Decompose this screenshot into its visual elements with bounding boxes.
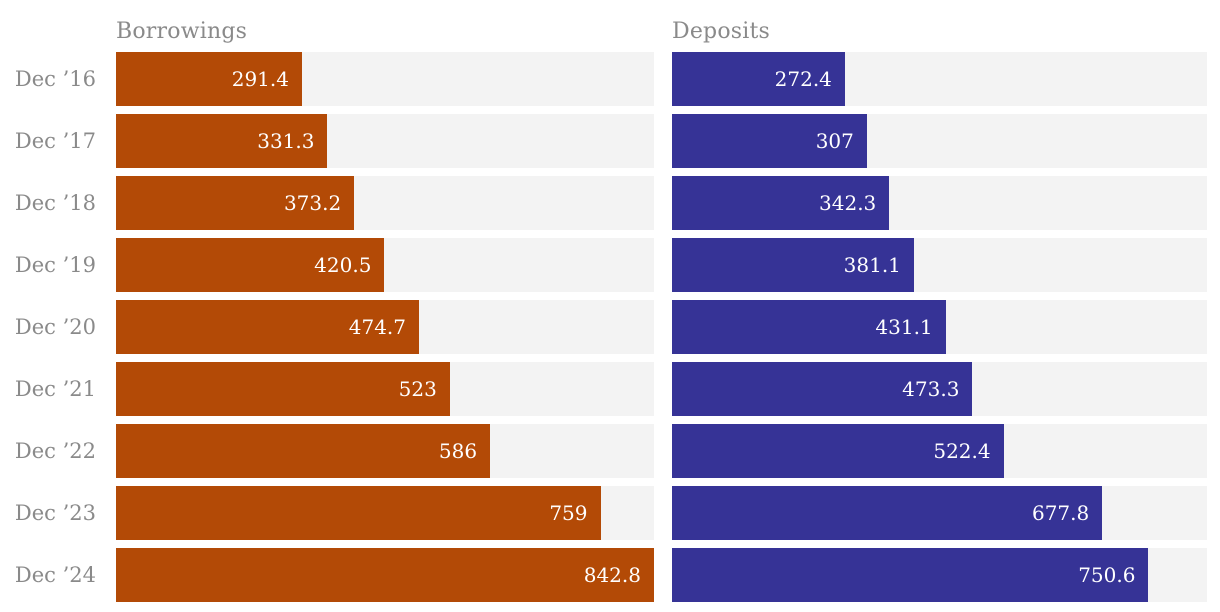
category-label: Dec ’18 (14, 191, 96, 215)
borrowings-bar: 523 (116, 362, 450, 416)
bar-value-label: 420.5 (314, 253, 372, 277)
bar-value-label: 586 (438, 439, 478, 463)
deposits-bar-track: 522.4 (672, 424, 1207, 478)
deposits-bar-track: 342.3 (672, 176, 1207, 230)
bar-value-label: 381.1 (843, 253, 901, 277)
bar-value-label: 750.6 (1078, 563, 1136, 587)
bar-value-label: 473.3 (902, 377, 960, 401)
deposits-bar-track: 307 (672, 114, 1207, 168)
chart-row: Dec ’17 331.3 307 (0, 114, 1220, 168)
chart-row: Dec ’22 586 522.4 (0, 424, 1220, 478)
bar-value-label: 522.4 (933, 439, 991, 463)
deposits-bar-track: 431.1 (672, 300, 1207, 354)
borrowings-bar: 842.8 (116, 548, 654, 602)
chart-row: Dec ’16 291.4 272.4 (0, 52, 1220, 106)
borrowings-bar-track: 291.4 (116, 52, 654, 106)
deposits-bar: 473.3 (672, 362, 973, 416)
borrowings-bar: 759 (116, 486, 601, 540)
deposits-bar-track: 381.1 (672, 238, 1207, 292)
borrowings-bar: 291.4 (116, 52, 302, 106)
category-label: Dec ’19 (14, 253, 96, 277)
bar-value-label: 342.3 (819, 191, 877, 215)
bar-value-label: 523 (398, 377, 437, 401)
deposits-bar-track: 473.3 (672, 362, 1207, 416)
chart-rows: Dec ’16 291.4 272.4 Dec ’17 331.3 307 Dec ’18 3… (0, 52, 1220, 602)
bar-value-label: 677.8 (1031, 501, 1090, 525)
category-label: Dec ’22 (14, 439, 96, 463)
category-label: Dec ’24 (14, 563, 96, 587)
deposits-bar-track: 677.8 (672, 486, 1207, 540)
bar-value-label: 474.7 (348, 315, 407, 339)
deposits-bar: 307 (672, 114, 867, 168)
chart-header: Borrowings Deposits (0, 0, 1220, 52)
category-label: Dec ’20 (14, 315, 96, 339)
bar-value-label: 291.4 (231, 67, 289, 91)
deposits-bar: 342.3 (672, 176, 890, 230)
borrowings-bar: 474.7 (116, 300, 420, 354)
bar-value-label: 331.3 (257, 129, 315, 153)
borrowings-bar: 586 (116, 424, 491, 478)
chart-row: Dec ’18 373.2 342.3 (0, 176, 1220, 230)
series-title-deposits: Deposits (672, 19, 771, 44)
category-label: Dec ’17 (14, 129, 96, 153)
borrowings-bar-track: 474.7 (116, 300, 654, 354)
deposits-bar: 750.6 (672, 548, 1149, 602)
deposits-bar-track: 750.6 (672, 548, 1207, 602)
deposits-bar: 272.4 (672, 52, 845, 106)
chart-row: Dec ’19 420.5 381.1 (0, 238, 1220, 292)
deposits-bar: 522.4 (672, 424, 1004, 478)
borrowings-bar: 373.2 (116, 176, 355, 230)
bar-value-label: 431.1 (875, 315, 933, 339)
bar-value-label: 307 (815, 129, 854, 153)
borrowings-title-cell: Borrowings (116, 21, 654, 43)
borrowings-bar-track: 331.3 (116, 114, 654, 168)
chart-row: Dec ’21 523 473.3 (0, 362, 1220, 416)
borrowings-bar: 331.3 (116, 114, 328, 168)
bar-value-label: 842.8 (583, 563, 641, 587)
bar-value-label: 373.2 (283, 191, 342, 215)
category-label: Dec ’23 (14, 501, 96, 525)
borrowings-bar-track: 586 (116, 424, 654, 478)
series-title-borrowings: Borrowings (116, 19, 248, 44)
borrowings-bar-track: 523 (116, 362, 654, 416)
deposits-bar-track: 272.4 (672, 52, 1207, 106)
bar-value-label: 272.4 (774, 67, 832, 91)
chart-row: Dec ’23 759 677.8 (0, 486, 1220, 540)
chart-row: Dec ’20 474.7 431.1 (0, 300, 1220, 354)
borrowings-bar-track: 420.5 (116, 238, 654, 292)
borrowings-bar-track: 373.2 (116, 176, 654, 230)
deposits-title-cell: Deposits (672, 21, 1207, 43)
category-label: Dec ’21 (14, 377, 96, 401)
bar-value-label: 759 (549, 501, 588, 525)
borrowings-bar: 420.5 (116, 238, 385, 292)
chart-row: Dec ’24 842.8 750.6 (0, 548, 1220, 602)
deposits-bar: 431.1 (672, 300, 946, 354)
category-label: Dec ’16 (14, 67, 96, 91)
deposits-bar: 677.8 (672, 486, 1103, 540)
borrowings-bar-track: 842.8 (116, 548, 654, 602)
deposits-bar: 381.1 (672, 238, 914, 292)
borrowings-bar-track: 759 (116, 486, 654, 540)
